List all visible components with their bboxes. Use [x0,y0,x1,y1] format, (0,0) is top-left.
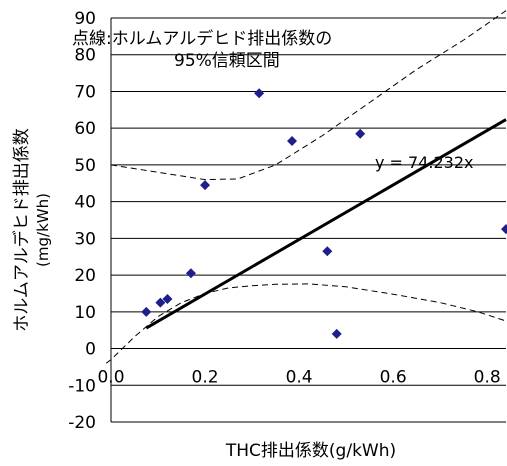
x-tick-label: 0.8 [474,368,501,388]
x-axis-label: THC排出係数(g/kWh) [225,441,396,461]
x-tick-label: 0.0 [97,368,124,388]
y-tick-label: 90 [74,9,96,29]
y-tick-label: 30 [74,229,96,249]
y-tick-label: 40 [74,193,96,213]
y-tick-label: 10 [74,303,96,323]
gridlines [111,17,506,423]
y-axis-unit: (mg/kWh) [34,193,52,267]
confidence-band [105,10,507,364]
tick-labels: -20 -10 0 10 20 30 40 50 60 70 80 90 0.0 0.2 0.4 0.6 0.8 [68,9,500,433]
data-point [501,224,507,235]
data-points [141,88,507,339]
y-tick-label: 70 [74,82,96,102]
y-tick-label: -10 [68,376,96,396]
data-point [141,306,152,317]
confidence-band-upper [110,10,507,181]
data-point [355,128,366,139]
y-axis-label: ホルムアルデヒド排出係数 [11,128,32,332]
confidence-band-label-line1: 点線:ホルムアルデヒド排出係数の [72,28,332,49]
data-point [254,88,265,99]
data-point [155,297,166,308]
y-tick-label: -20 [68,413,96,433]
confidence-band-label-line2: 95%信頼区間 [174,51,280,71]
data-point [331,328,342,339]
trendline-equation: y = 74.232x [375,153,474,172]
data-point [185,268,196,279]
trendline-line [145,118,507,330]
x-tick-label: 0.6 [380,368,407,388]
y-tick-label: 20 [74,266,96,286]
y-tick-label: 50 [74,156,96,176]
y-tick-label: 60 [74,119,96,139]
confidence-band-lower [105,283,507,364]
y-tick-label: 0 [85,340,96,360]
data-point [162,293,173,304]
data-point [200,180,211,191]
trendline [145,118,507,330]
x-tick-label: 0.2 [192,368,219,388]
y-tick-label: 80 [74,46,96,66]
data-point [322,246,333,257]
data-point [287,136,298,147]
x-tick-label: 0.4 [286,368,313,388]
